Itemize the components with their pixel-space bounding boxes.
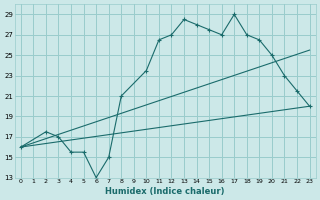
X-axis label: Humidex (Indice chaleur): Humidex (Indice chaleur) — [106, 187, 225, 196]
